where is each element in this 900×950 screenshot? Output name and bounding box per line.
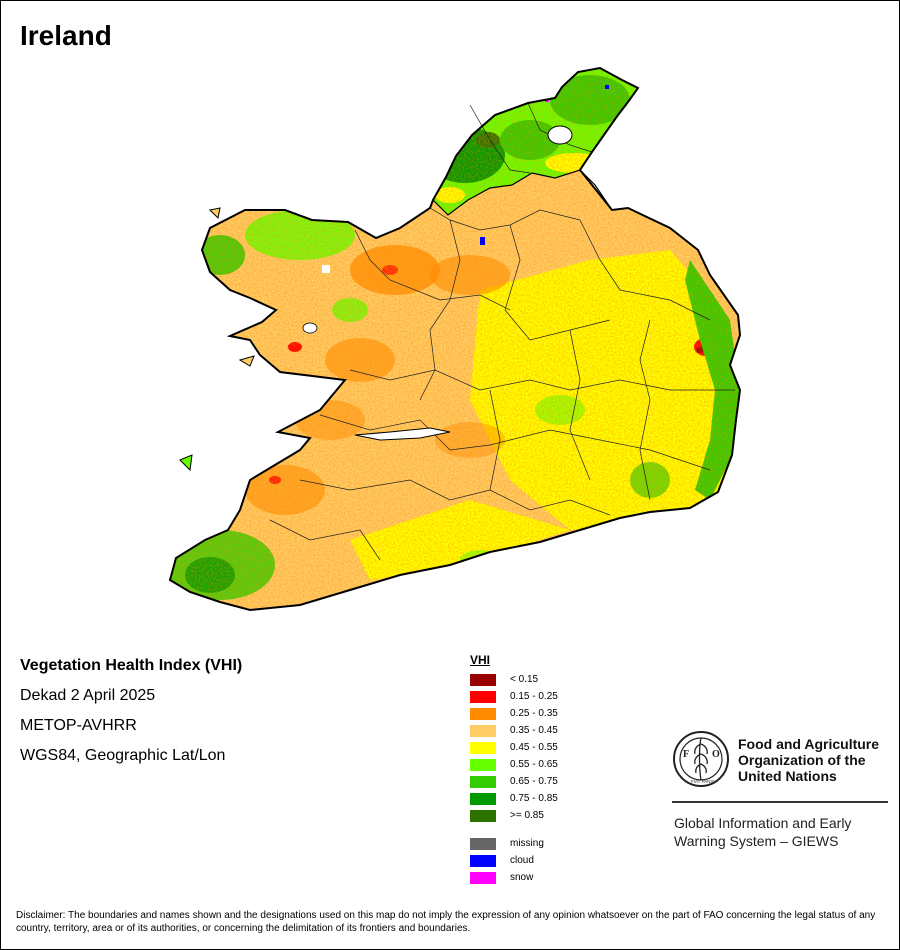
legend-class-label: 0.15 - 0.25 xyxy=(510,691,558,702)
vhi-raster xyxy=(170,68,740,610)
legend-class-row: 0.75 - 0.85 xyxy=(470,790,558,807)
emblem-motto: FIAT PANIS xyxy=(691,779,715,784)
giews-line2: Warning System – GIEWS xyxy=(674,833,839,849)
fao-name-line2: Organization of the xyxy=(738,752,866,768)
ireland-vhi-map-svg xyxy=(169,67,741,611)
period-label: Dekad 2 April 2025 xyxy=(20,687,156,704)
emblem-letter-o: O xyxy=(712,749,720,760)
legend-class-label: >= 0.85 xyxy=(510,810,544,821)
legend-other-label: snow xyxy=(510,872,534,883)
map-info: Vegetation Health Index (VHI) Dekad 2 Ap… xyxy=(20,657,242,777)
vhi-legend: VHI < 0.15 0.15 - 0.25 0.25 - 0.35 0.35 - 0… xyxy=(470,653,558,886)
fao-divider xyxy=(672,801,888,803)
product-name: Vegetation Health Index (VHI) xyxy=(20,657,243,674)
map-title: Ireland xyxy=(20,20,112,51)
legend-class-swatch xyxy=(470,707,496,720)
legend-class-swatch xyxy=(470,673,496,686)
admin-boundaries xyxy=(269,102,735,561)
legend-class-swatch xyxy=(470,792,496,805)
legend-other-row: cloud xyxy=(470,852,558,869)
legend-class-row: < 0.15 xyxy=(470,671,558,688)
legend-class-row: 0.45 - 0.55 xyxy=(470,739,558,756)
legend-class-swatch xyxy=(470,809,496,822)
legend-class-row: 0.15 - 0.25 xyxy=(470,688,558,705)
legend-other-label: cloud xyxy=(510,855,534,866)
legend-class-swatch xyxy=(470,724,496,737)
legend-class-swatch xyxy=(470,775,496,788)
legend-other-row: missing xyxy=(470,835,558,852)
legend-other-swatch xyxy=(470,837,496,850)
disclaimer: Disclaimer: The boundaries and names sho… xyxy=(16,910,876,934)
legend-title: VHI xyxy=(470,653,491,667)
legend-other: missing cloud snow xyxy=(470,835,558,886)
legend-classes: < 0.15 0.15 - 0.25 0.25 - 0.35 0.35 - 0.45 0… xyxy=(470,671,558,824)
legend-class-swatch xyxy=(470,758,496,771)
giews-line1: Global Information and Early xyxy=(674,815,852,831)
legend-class-row: 0.65 - 0.75 xyxy=(470,773,558,790)
legend-class-label: 0.35 - 0.45 xyxy=(510,725,558,736)
fao-name-line3: United Nations xyxy=(738,768,837,784)
legend-class-row: 0.25 - 0.35 xyxy=(470,705,558,722)
fao-name: Food and Agriculture Organization of the… xyxy=(738,736,879,784)
legend-class-swatch xyxy=(470,741,496,754)
legend-class-label: 0.55 - 0.65 xyxy=(510,759,558,770)
legend-other-row: snow xyxy=(470,869,558,886)
legend-class-row: 0.55 - 0.65 xyxy=(470,756,558,773)
legend-other-swatch xyxy=(470,871,496,884)
vhi-map[interactable] xyxy=(150,60,770,620)
sensor-label: METOP-AVHRR xyxy=(20,717,137,734)
legend-class-label: < 0.15 xyxy=(510,674,539,685)
legend-class-label: 0.45 - 0.55 xyxy=(510,742,558,753)
projection-label: WGS84, Geographic Lat/Lon xyxy=(20,747,226,764)
legend-class-row: 0.35 - 0.45 xyxy=(470,722,558,739)
legend-class-label: 0.25 - 0.35 xyxy=(510,708,558,719)
emblem-letter-f: F xyxy=(683,749,689,760)
giews-label: Global Information and Early Warning Sys… xyxy=(674,814,851,850)
legend-class-label: 0.65 - 0.75 xyxy=(510,776,558,787)
fao-emblem-icon: F O FIAT PANIS xyxy=(673,731,729,787)
fao-name-line1: Food and Agriculture xyxy=(738,736,880,752)
legend-other-label: missing xyxy=(510,838,544,849)
legend-class-swatch xyxy=(470,690,496,703)
legend-class-row: >= 0.85 xyxy=(470,807,558,824)
legend-other-swatch xyxy=(470,854,496,867)
legend-class-label: 0.75 - 0.85 xyxy=(510,793,558,804)
